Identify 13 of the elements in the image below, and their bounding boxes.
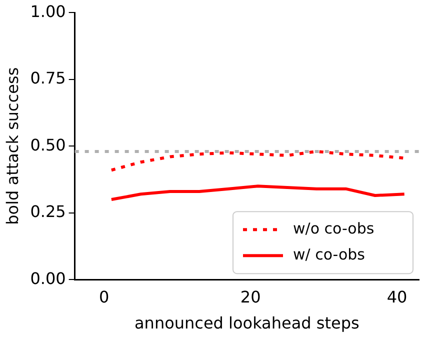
- legend-label: w/ co-obs: [293, 245, 366, 264]
- y-tick-label: 0.50: [30, 135, 66, 154]
- line-series: [110, 150, 406, 172]
- y-axis-title: bold attack success: [2, 67, 22, 225]
- x-axis-title: announced lookahead steps: [134, 314, 360, 333]
- y-tick-label: 0.25: [30, 202, 66, 222]
- x-tick-label: 0: [99, 287, 110, 306]
- y-tick-label: 0.75: [30, 68, 66, 88]
- y-tick-label: 1.00: [30, 2, 66, 21]
- x-tick-label: 40: [386, 287, 408, 306]
- y-tick-label: 0.00: [30, 268, 66, 288]
- legend-label: w/o co-obs: [293, 219, 374, 238]
- x-tick-label: 20: [240, 287, 261, 306]
